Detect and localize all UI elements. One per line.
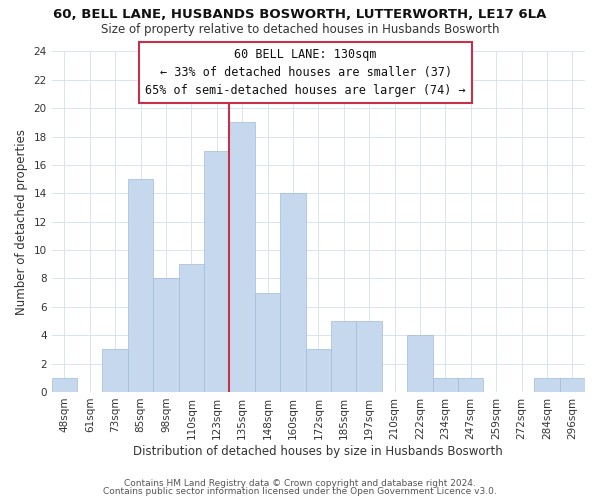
Text: 60 BELL LANE: 130sqm
← 33% of detached houses are smaller (37)
65% of semi-detac: 60 BELL LANE: 130sqm ← 33% of detached h… (145, 48, 466, 98)
Text: Contains public sector information licensed under the Open Government Licence v3: Contains public sector information licen… (103, 487, 497, 496)
Bar (204, 151, 229, 392)
Bar (229, 122, 255, 392)
Bar (52, 378, 77, 392)
Bar (560, 378, 585, 392)
X-axis label: Distribution of detached houses by size in Husbands Bosworth: Distribution of detached houses by size … (133, 444, 503, 458)
Bar (280, 194, 305, 392)
Y-axis label: Number of detached properties: Number of detached properties (15, 128, 28, 314)
Bar (255, 292, 280, 392)
Bar (103, 350, 128, 392)
Bar (534, 378, 560, 392)
Bar (179, 264, 204, 392)
Bar (331, 321, 356, 392)
Text: 60, BELL LANE, HUSBANDS BOSWORTH, LUTTERWORTH, LE17 6LA: 60, BELL LANE, HUSBANDS BOSWORTH, LUTTER… (53, 8, 547, 20)
Bar (356, 321, 382, 392)
Bar (153, 278, 179, 392)
Bar (407, 335, 433, 392)
Bar (433, 378, 458, 392)
Bar (458, 378, 484, 392)
Text: Contains HM Land Registry data © Crown copyright and database right 2024.: Contains HM Land Registry data © Crown c… (124, 478, 476, 488)
Bar (305, 350, 331, 392)
Bar (128, 179, 153, 392)
Text: Size of property relative to detached houses in Husbands Bosworth: Size of property relative to detached ho… (101, 22, 499, 36)
